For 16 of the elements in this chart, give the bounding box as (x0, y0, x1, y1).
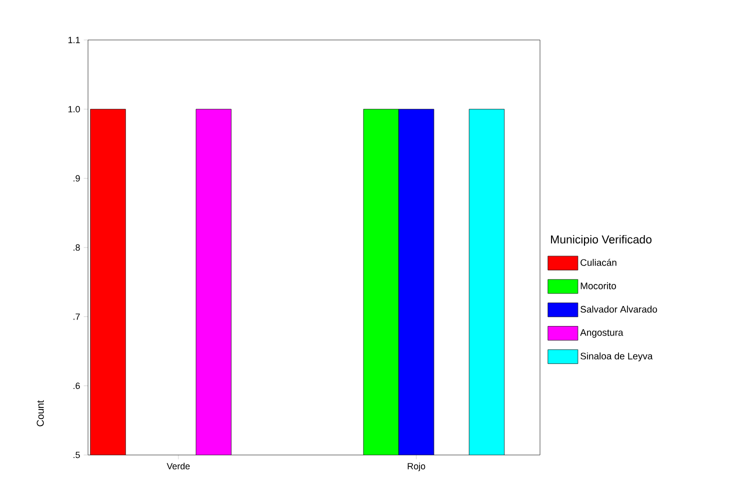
y-tick-label: 1.1 (68, 36, 80, 44)
y-tick-label: 1.0 (68, 106, 80, 112)
legend-label: Mocorito (580, 282, 616, 290)
x-tick-label: Verde (166, 462, 190, 470)
y-tick-label: .8 (74, 244, 80, 251)
y-tick-label: .5 (74, 452, 80, 458)
y-tick-label: .7 (74, 314, 80, 320)
legend-label: Sinaloa de Leyva (580, 352, 653, 362)
y-axis-title: Count (36, 400, 44, 426)
legend-label: Angostura (580, 329, 624, 338)
x-tick-label: Rojo (408, 462, 426, 472)
legend-label: Culiacán (580, 258, 616, 266)
y-tick-label: .6 (74, 382, 80, 389)
y-tick-label: .9 (74, 175, 80, 182)
legend-title: Municipio Verificado (551, 235, 652, 246)
legend-label: Salvador Alvarado (580, 306, 658, 313)
